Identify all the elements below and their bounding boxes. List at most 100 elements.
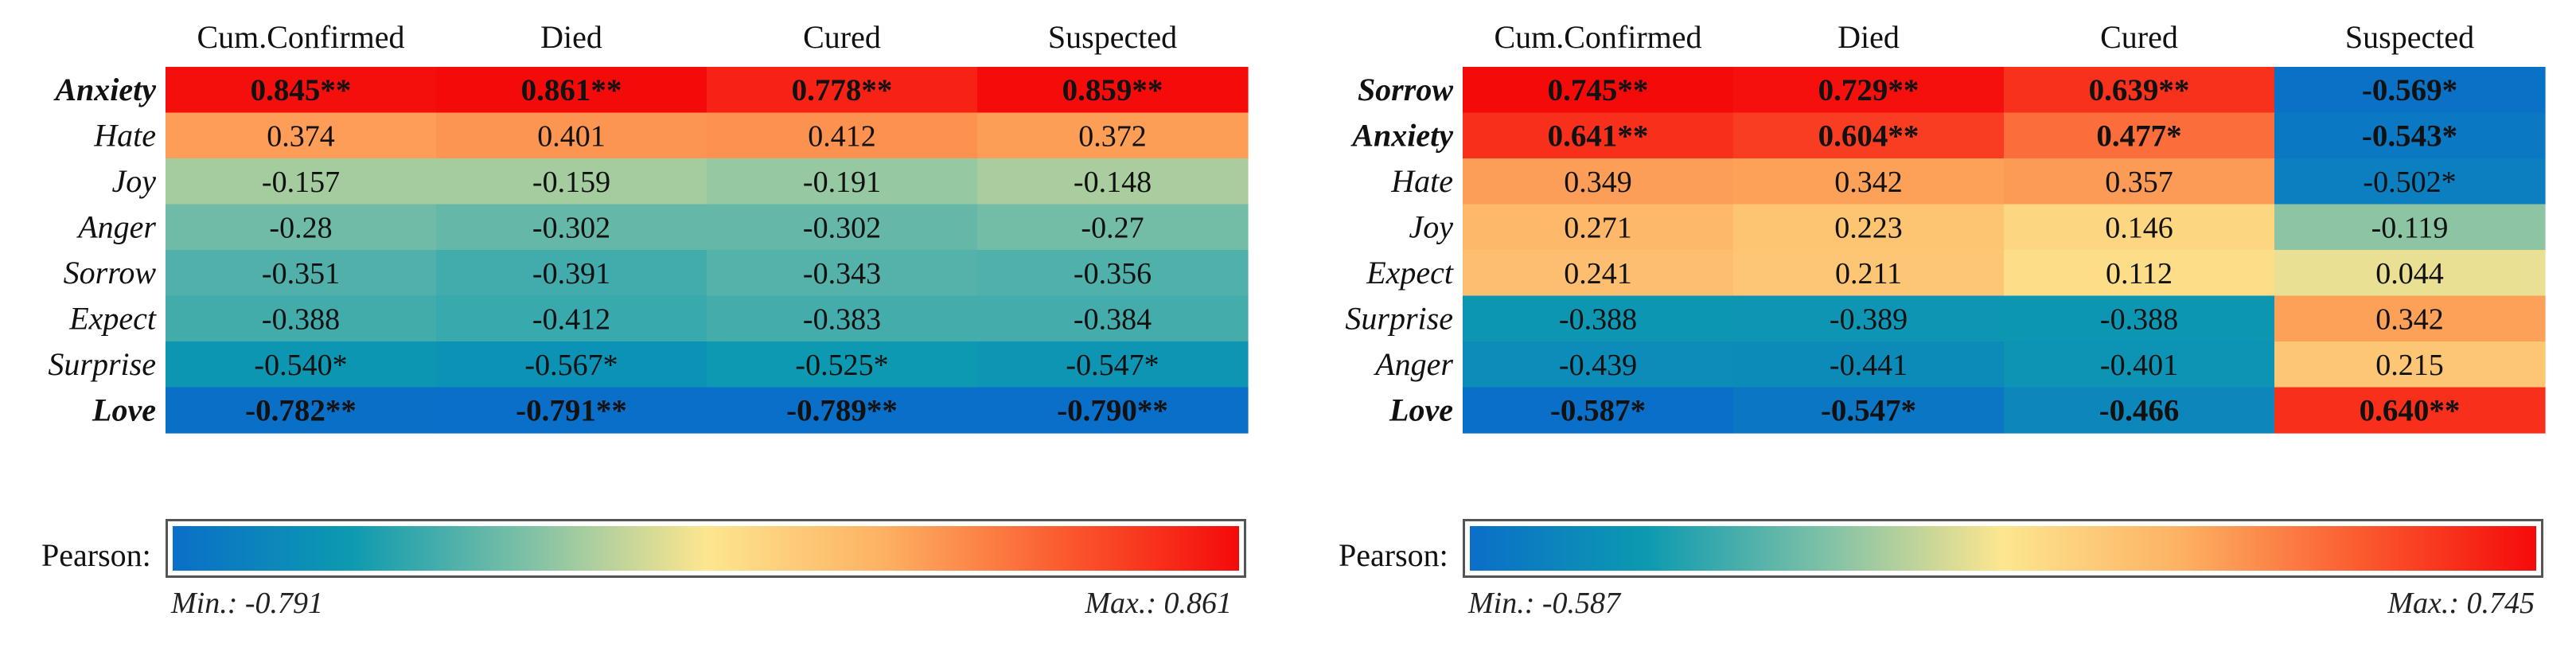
row-label: Surprise — [48, 346, 156, 382]
heatmap-cell — [707, 341, 978, 388]
heatmap-cell — [1733, 250, 2005, 297]
heatmap-cell — [1463, 387, 1734, 434]
cell-value: -0.302 — [803, 211, 881, 244]
row-label: Joy — [111, 163, 156, 199]
cell-value: 0.640** — [2360, 393, 2461, 427]
heatmap-cell — [436, 158, 707, 205]
heatmap-cell — [1733, 67, 2005, 114]
heatmap-cell — [1463, 250, 1734, 297]
cell-value: 0.845** — [251, 73, 352, 107]
row-label: Hate — [93, 117, 156, 153]
heatmap-cell — [1733, 112, 2005, 159]
heatmap-cell — [166, 204, 437, 251]
heatmap-cell — [2274, 250, 2546, 297]
heatmap-cell — [436, 341, 707, 388]
cell-value: 0.861** — [521, 73, 622, 107]
column-header: Died — [540, 19, 602, 55]
row-label: Hate — [1390, 163, 1453, 199]
scale-min-left: Min.: -0.791 — [171, 587, 324, 620]
cell-value: 0.044 — [2375, 257, 2444, 291]
heatmap-cell — [1733, 158, 2005, 205]
heatmap-cell — [436, 67, 707, 114]
row-label: Expect — [68, 300, 157, 336]
cell-value: -0.388 — [1559, 302, 1637, 336]
heatmap-cell — [2004, 204, 2275, 251]
cell-value: -0.587* — [1550, 393, 1646, 427]
scale-max-right: Max.: 0.745 — [2387, 587, 2535, 620]
cell-value: 0.412 — [808, 119, 876, 153]
heatmap-cell — [2004, 250, 2275, 297]
cell-value: -0.567* — [524, 349, 618, 382]
heatmap-cell — [977, 158, 1249, 205]
heatmap-cell — [166, 295, 437, 342]
heatmap-cell — [1733, 295, 2005, 342]
column-header: Cured — [2100, 19, 2178, 55]
cell-value: 0.112 — [2106, 257, 2173, 291]
color-scale-gradient-left — [173, 526, 1239, 571]
cell-value: -0.401 — [2100, 349, 2178, 382]
row-label: Expect — [1366, 255, 1454, 291]
heatmap-cell — [977, 204, 1249, 251]
cell-value: 0.639** — [2089, 73, 2190, 107]
color-scale-left — [166, 519, 1246, 578]
heatmap-cell — [1733, 341, 2005, 388]
heatmap-cell — [707, 295, 978, 342]
heatmap-cell — [1463, 204, 1734, 251]
heatmap-cell — [1463, 112, 1734, 159]
color-scale-right — [1463, 519, 2543, 578]
heatmap-cell — [1463, 295, 1734, 342]
cell-value: 0.357 — [2105, 166, 2173, 199]
column-header: Suspected — [1048, 19, 1177, 55]
heatmap-cell — [166, 250, 437, 297]
cell-value: 0.146 — [2105, 211, 2173, 244]
heatmap-cell — [2004, 112, 2275, 159]
heatmap-cell — [977, 112, 1249, 159]
heatmap-cell — [2274, 387, 2546, 434]
cell-value: -0.157 — [262, 166, 340, 199]
cell-value: 0.401 — [537, 119, 606, 153]
heatmap-cell — [166, 112, 437, 159]
scale-min-right: Min.: -0.587 — [1468, 587, 1621, 620]
heatmap-cell — [436, 295, 707, 342]
cell-value: -0.388 — [262, 302, 340, 336]
heatmap-cell — [707, 158, 978, 205]
cell-value: 0.729** — [1818, 73, 1919, 107]
cell-value: 0.372 — [1078, 119, 1147, 153]
cell-value: 0.778** — [792, 73, 893, 107]
cell-value: -0.790** — [1057, 393, 1168, 427]
row-label: Joy — [1409, 209, 1453, 244]
cell-value: 0.745** — [1548, 73, 1649, 107]
row-label: Surprise — [1345, 300, 1453, 336]
heatmap-cell — [707, 204, 978, 251]
heatmap-cell — [707, 387, 978, 434]
cell-value: -0.441 — [1830, 349, 1908, 382]
cell-value: -0.28 — [269, 211, 332, 244]
heatmap-cell — [2004, 387, 2275, 434]
cell-value: -0.540* — [254, 349, 347, 382]
column-header: Cured — [803, 19, 881, 55]
cell-value: 0.604** — [1818, 119, 1919, 153]
heatmap-cell — [2004, 295, 2275, 342]
cell-value: 0.241 — [1564, 257, 1632, 291]
cell-value: -0.27 — [1081, 211, 1144, 244]
heatmap-panel-right: Cum.Confirmed Died Cured Suspected Sorrow 0.7… — [1297, 0, 2576, 663]
heatmap-cell — [436, 387, 707, 434]
heatmap-cell — [436, 204, 707, 251]
heatmap-cell — [2274, 204, 2546, 251]
cell-value: 0.215 — [2375, 349, 2444, 382]
heatmap-cell — [977, 387, 1249, 434]
scale-max-left: Max.: 0.861 — [1085, 587, 1232, 620]
column-header: Died — [1837, 19, 1900, 55]
cell-value: -0.343 — [803, 257, 881, 291]
cell-value: 0.342 — [2375, 302, 2444, 336]
heatmap-cell — [166, 387, 437, 434]
cell-value: -0.389 — [1830, 302, 1908, 336]
heatmap-cell — [977, 295, 1249, 342]
heatmap-cell — [1733, 387, 2005, 434]
heatmap-cell — [977, 67, 1249, 114]
cell-value: 0.374 — [267, 119, 335, 153]
heatmap-cell — [166, 158, 437, 205]
cell-value: -0.351 — [262, 257, 340, 291]
heatmap-cell — [977, 250, 1249, 297]
cell-value: 0.342 — [1834, 166, 1903, 199]
